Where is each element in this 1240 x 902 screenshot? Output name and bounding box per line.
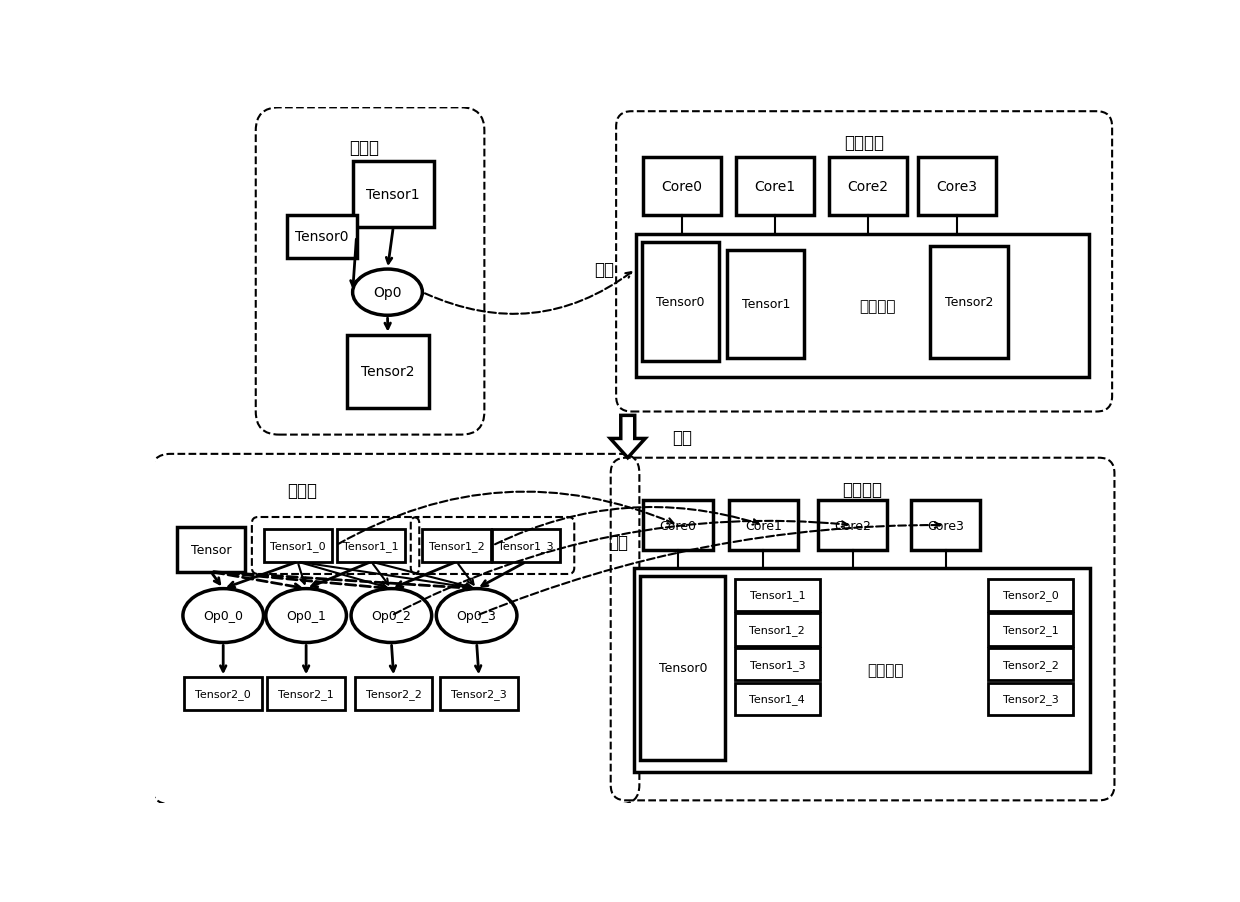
Bar [644,501,713,550]
Text: 拆分: 拆分 [672,428,692,446]
Bar [919,158,996,216]
Text: Tensor2_1: Tensor2_1 [1003,624,1059,635]
Text: 全局内存: 全局内存 [867,663,903,677]
Text: 多核并行: 多核并行 [842,480,883,498]
Bar [347,336,429,409]
Text: Op0_3: Op0_3 [456,610,496,622]
Text: Tensor2_2: Tensor2_2 [1003,658,1059,670]
Bar [263,529,332,562]
Text: Tensor1_2: Tensor1_2 [429,540,485,551]
Text: Tensor1_2: Tensor1_2 [749,624,805,635]
Text: Tensor0: Tensor0 [656,296,704,309]
Text: Op0_2: Op0_2 [372,610,412,622]
Bar [734,613,820,646]
Text: Tensor1_4: Tensor1_4 [749,694,805,704]
Bar [176,528,244,572]
Bar [635,235,1089,377]
Text: Core2: Core2 [835,519,870,532]
Text: Tensor2_3: Tensor2_3 [1003,694,1059,704]
Text: Tensor: Tensor [191,543,231,557]
Bar [492,529,560,562]
Text: 计算图: 计算图 [350,139,379,157]
Text: Tensor2_3: Tensor2_3 [451,688,507,699]
Text: Tensor1_1: Tensor1_1 [749,590,805,601]
Text: Tensor2: Tensor2 [361,364,414,379]
Text: Tensor1_1: Tensor1_1 [343,540,399,551]
Text: 计算图: 计算图 [288,482,317,500]
Ellipse shape [184,589,263,643]
Text: 分配: 分配 [609,534,629,552]
Text: Tensor2_2: Tensor2_2 [366,688,422,699]
Bar [355,677,433,710]
Text: Core3: Core3 [936,180,977,194]
Bar [727,251,805,358]
Bar [830,158,906,216]
Bar [440,677,518,710]
Text: Op0_1: Op0_1 [286,610,326,622]
Text: Core1: Core1 [754,180,796,194]
Bar [286,216,357,258]
Bar [352,162,434,227]
Text: Tensor1_3: Tensor1_3 [749,658,805,670]
Bar [185,677,262,710]
Bar [423,529,491,562]
Bar [729,501,799,550]
Text: Tensor2_0: Tensor2_0 [1003,590,1059,601]
Bar [910,501,981,550]
Bar [734,683,820,715]
Text: Tensor1_0: Tensor1_0 [270,540,325,551]
Text: Op0: Op0 [373,286,402,299]
Bar [988,579,1074,612]
Text: Core1: Core1 [745,519,781,532]
Text: Core0: Core0 [660,519,697,532]
Bar [634,568,1090,772]
Bar [988,613,1074,646]
Text: Core0: Core0 [661,180,703,194]
Text: Tensor1: Tensor1 [742,298,790,311]
Text: Op0_0: Op0_0 [203,610,243,622]
Bar [734,579,820,612]
Text: 分配: 分配 [594,261,615,279]
Text: Tensor1: Tensor1 [367,188,420,202]
Text: Core3: Core3 [928,519,963,532]
Bar [734,649,820,680]
Text: 多核并行: 多核并行 [844,133,884,152]
Text: Tensor2_0: Tensor2_0 [196,688,250,699]
Bar [737,158,813,216]
Bar [988,649,1074,680]
Text: Tensor0: Tensor0 [295,230,348,244]
Ellipse shape [351,589,432,643]
Polygon shape [610,416,645,458]
Bar [988,683,1074,715]
Bar [640,575,725,760]
Bar [642,243,719,362]
Ellipse shape [265,589,346,643]
Bar [817,501,888,550]
Bar [644,158,720,216]
Text: Core2: Core2 [847,180,889,194]
Bar [268,677,345,710]
Text: Tensor2: Tensor2 [945,296,993,309]
Ellipse shape [352,270,423,316]
Text: Tensor1_3: Tensor1_3 [498,540,554,551]
Ellipse shape [436,589,517,643]
Text: 全局内存: 全局内存 [859,299,897,314]
Bar [930,246,1007,358]
Text: Tensor2_1: Tensor2_1 [278,688,334,699]
Text: Tensor0: Tensor0 [658,662,707,675]
Bar [337,529,405,562]
